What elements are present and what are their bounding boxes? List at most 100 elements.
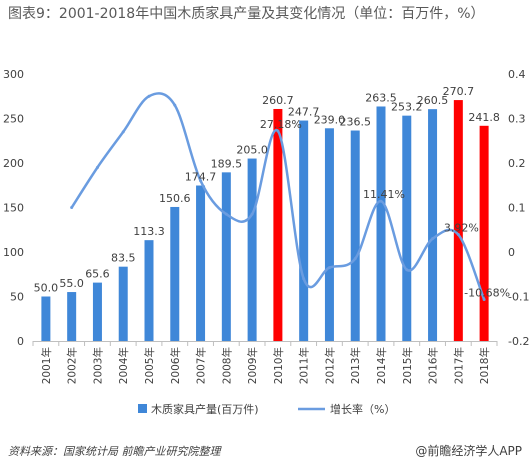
bar-value-label: 241.8: [468, 111, 500, 124]
growth-line: [70, 92, 486, 302]
growth-line-point: [302, 277, 306, 281]
bar: [299, 120, 309, 341]
growth-line-point: [327, 266, 331, 270]
growth-line-point: [276, 129, 280, 133]
bar-value-label: 247.7: [288, 106, 320, 119]
growth-line-point: [431, 237, 435, 241]
x-axis-tick-label: 2003年: [91, 347, 104, 384]
legend-label-bar: 木质家具产量(百万件): [151, 402, 259, 416]
bar: [376, 106, 386, 341]
growth-line-point: [250, 212, 254, 216]
bar: [196, 185, 206, 341]
brand-credit: @前瞻经济学人APP: [415, 444, 522, 458]
bar-value-label: 260.7: [262, 94, 294, 107]
bar: [479, 125, 489, 341]
right-axis-tick-label: -0.1: [508, 291, 529, 304]
bar-value-label: 205.0: [236, 144, 268, 157]
bar-value-label: 50.0: [34, 282, 59, 295]
bar: [41, 296, 51, 341]
bar-value-label: 55.0: [59, 277, 84, 290]
right-axis-tick-label: 0.3: [508, 113, 526, 126]
x-axis-tick-label: 2015年: [401, 347, 414, 384]
growth-line-point: [199, 179, 203, 183]
right-axis-tick-label: 0.4: [508, 68, 526, 81]
x-axis-tick-label: 2014年: [375, 347, 388, 384]
x-axis-tick-label: 2005年: [143, 347, 156, 384]
growth-line-point: [224, 212, 228, 216]
growth-line-point: [70, 206, 74, 209]
growth-line-point: [173, 103, 177, 107]
right-axis-tick-label: 0.1: [508, 202, 526, 215]
legend-swatch-bar: [138, 404, 147, 413]
growth-value-label: 27.18%: [260, 118, 302, 131]
bar-value-label: 189.5: [211, 157, 243, 170]
bar-value-label: 260.5: [417, 94, 449, 107]
bar-value-label: 65.6: [85, 268, 110, 281]
right-axis-tick-label: 0.2: [508, 157, 526, 170]
chart-title: 图表9：2001-2018年中国木质家具产量及其变化情况（单位：百万件，%）: [8, 6, 485, 22]
x-axis-tick-label: 2006年: [169, 347, 182, 384]
bar: [428, 109, 438, 341]
bar-value-label: 174.7: [185, 171, 217, 184]
x-axis-tick-label: 2009年: [246, 347, 259, 384]
x-axis-tick-label: 2001年: [40, 347, 53, 384]
left-axis-tick-label: 200: [3, 157, 24, 170]
bar: [144, 240, 154, 341]
growth-line-point: [353, 257, 357, 261]
bar: [453, 100, 463, 342]
left-axis-tick-label: 250: [3, 113, 24, 126]
x-axis-tick-label: 2017年: [452, 347, 465, 384]
bar-value-label: 150.6: [159, 192, 191, 205]
x-axis-tick-label: 2018年: [478, 347, 491, 384]
left-axis-tick-label: 150: [3, 202, 24, 215]
data-labels: 50.0 55.065.683.5 113.3 150.6 174.7189.5205.…: [34, 85, 510, 299]
growth-line-point: [482, 298, 486, 302]
bar: [402, 115, 412, 341]
left-axis-tick-label: 0: [17, 335, 24, 348]
bar-value-label: 113.3: [133, 225, 165, 238]
bar: [92, 282, 102, 341]
bar-value-label: 239.0: [314, 113, 346, 126]
left-axis-tick-label: 50: [10, 291, 24, 304]
left-axis-tick-label: 300: [3, 68, 24, 81]
bar: [170, 206, 180, 341]
x-axis-tick-label: 2013年: [349, 347, 362, 384]
bar: [324, 128, 334, 341]
x-axis-tick-label: 2004年: [117, 347, 130, 384]
bar: [221, 172, 231, 341]
bar-value-label: 270.7: [443, 85, 475, 98]
axes: 0 50 100 150 200 250 300 -0.2 -0.1 0 0.1 0.2 0.3 0.4 2…: [3, 68, 529, 384]
growth-line-point: [147, 94, 151, 98]
growth-line-point: [121, 130, 125, 134]
x-axis-tick-label: 2007年: [195, 347, 208, 384]
bar-value-label: 236.5: [339, 116, 371, 129]
growth-value-label: -10.68%: [464, 287, 510, 300]
bar: [67, 292, 77, 341]
right-axis-tick-label: -0.2: [508, 335, 529, 348]
bar: [350, 130, 360, 341]
bar: [247, 158, 257, 341]
bar-value-label: 263.5: [365, 91, 397, 104]
legend-label-line: 增长率（%）: [330, 402, 395, 416]
x-axis-tick-label: 2010年: [272, 347, 285, 384]
x-axis-tick-label: 2016年: [427, 347, 440, 384]
growth-value-label: 11.41%: [363, 188, 405, 201]
x-axis-tick-label: 2012年: [323, 347, 336, 384]
bar: [118, 266, 128, 341]
growth-line-point: [95, 165, 99, 169]
x-axis-tick-label: 2011年: [298, 347, 311, 384]
growth-value-label: 3.92%: [444, 222, 479, 235]
x-axis-tick-label: 2008年: [220, 347, 233, 384]
left-axis-tick-label: 100: [3, 246, 24, 259]
bars: [41, 100, 489, 342]
growth-line-point: [379, 199, 383, 203]
right-axis-tick-label: 0: [508, 246, 515, 259]
bar-value-label: 253.2: [391, 101, 423, 114]
growth-line-point: [456, 233, 460, 237]
legend: 木质家具产量(百万件) 增长率（%）: [138, 402, 395, 416]
bar: [273, 108, 283, 342]
growth-line-point: [405, 268, 409, 272]
x-axis-tick-label: 2002年: [66, 347, 79, 384]
source-note: 资料来源：国家统计局 前瞻产业研究院整理: [8, 445, 221, 458]
